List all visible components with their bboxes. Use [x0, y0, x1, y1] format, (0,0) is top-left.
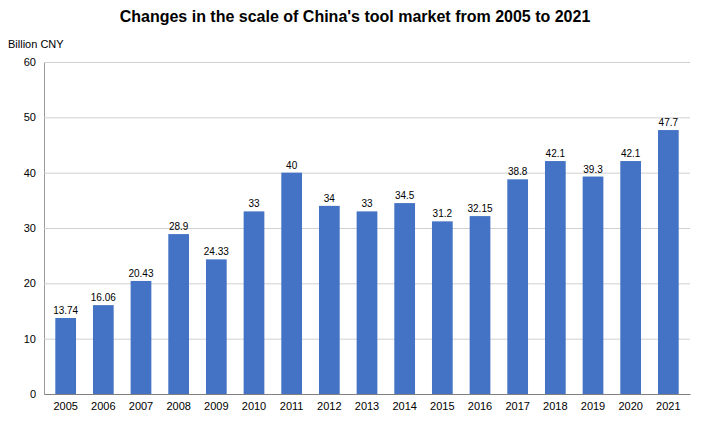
x-tick-label: 2008	[166, 400, 190, 412]
x-tick: 2006	[91, 400, 115, 412]
y-tick: 50	[24, 111, 690, 123]
bar	[583, 177, 604, 394]
x-tick: 2018	[543, 400, 567, 412]
chart-container: Changes in the scale of China's tool mar…	[0, 0, 710, 426]
bar	[206, 259, 227, 394]
x-tick: 2020	[618, 400, 642, 412]
x-tick-label: 2012	[317, 400, 341, 412]
x-tick: 2005	[53, 400, 77, 412]
grid-line	[44, 62, 690, 63]
chart-title: Changes in the scale of China's tool mar…	[120, 8, 591, 25]
x-tick: 2017	[505, 400, 529, 412]
x-axis-line	[45, 394, 691, 395]
data-label: 47.7	[659, 117, 679, 128]
x-tick-label: 2014	[392, 400, 416, 412]
x-tick-label: 2016	[468, 400, 492, 412]
x-tick-label: 2017	[505, 400, 529, 412]
data-labels: 13.74 16.06 20.43 28.9 24.33 33 40 34 33 34.5 31.2…	[53, 117, 678, 316]
bar	[357, 211, 378, 394]
plot-area: 0 10 20 30 40 50 60 2005 2006 2007 2008 2009 2010 201…	[24, 56, 691, 412]
x-tick: 2009	[204, 400, 228, 412]
data-label: 31.2	[433, 208, 453, 219]
y-tick-label: 40	[24, 167, 36, 179]
x-tick: 2010	[242, 400, 266, 412]
bar	[281, 173, 302, 394]
chart-svg: Changes in the scale of China's tool mar…	[0, 0, 710, 426]
x-tick-label: 2021	[656, 400, 680, 412]
data-label: 13.74	[53, 305, 78, 316]
data-label: 33	[361, 198, 373, 209]
y-tick-label: 60	[24, 56, 36, 68]
x-tick-label: 2011	[280, 400, 304, 412]
data-label: 42.1	[546, 148, 566, 159]
y-tick-label: 20	[24, 277, 36, 289]
x-tick-label: 2018	[543, 400, 567, 412]
x-tick: 2007	[129, 400, 153, 412]
y-tick-label: 0	[30, 388, 36, 400]
x-tick-label: 2015	[430, 400, 454, 412]
x-tick: 2011	[280, 400, 304, 412]
bar	[432, 221, 453, 394]
x-tick: 2013	[355, 400, 379, 412]
grid-line	[44, 394, 690, 395]
bar	[319, 206, 340, 394]
y-tick: 60	[24, 56, 690, 68]
y-tick-label: 10	[24, 333, 36, 345]
y-axis: 0 10 20 30 40 50 60	[24, 56, 690, 400]
bar	[394, 203, 415, 394]
x-tick-label: 2020	[618, 400, 642, 412]
x-tick: 2016	[468, 400, 492, 412]
bar	[55, 318, 76, 394]
x-tick: 2019	[581, 400, 605, 412]
x-tick: 2012	[317, 400, 341, 412]
x-tick: 2015	[430, 400, 454, 412]
data-label: 32.15	[467, 203, 492, 214]
x-tick-label: 2019	[581, 400, 605, 412]
x-tick-label: 2007	[129, 400, 153, 412]
data-label: 42.1	[621, 148, 641, 159]
x-tick: 2008	[166, 400, 190, 412]
y-tick-label: 50	[24, 111, 36, 123]
x-tick-label: 2010	[242, 400, 266, 412]
bar	[620, 161, 641, 394]
y-axis-label: Billion CNY	[8, 38, 64, 50]
y-axis-line	[45, 63, 691, 395]
x-axis: 2005 2006 2007 2008 2009 2010 2011 2012 2013 2014…	[45, 395, 691, 412]
bar	[658, 130, 679, 394]
data-label: 34.5	[395, 190, 415, 201]
bar	[545, 161, 566, 394]
data-label: 16.06	[91, 292, 116, 303]
data-label: 33	[248, 198, 260, 209]
x-tick-label: 2013	[355, 400, 379, 412]
x-tick-label: 2005	[53, 400, 77, 412]
bar	[168, 234, 189, 394]
x-tick: 2021	[656, 400, 680, 412]
bar	[93, 305, 114, 394]
bar	[244, 211, 265, 394]
bar	[131, 281, 152, 394]
data-label: 24.33	[204, 246, 229, 257]
bar	[507, 179, 528, 394]
grid-line	[44, 117, 690, 118]
y-tick-label: 30	[24, 222, 36, 234]
data-label: 34	[324, 193, 336, 204]
bars	[55, 130, 678, 394]
x-tick-label: 2009	[204, 400, 228, 412]
x-tick: 2014	[392, 400, 416, 412]
data-label: 28.9	[169, 221, 189, 232]
data-label: 20.43	[128, 268, 153, 279]
data-label: 39.3	[583, 164, 603, 175]
data-label: 40	[286, 160, 298, 171]
data-label: 38.8	[508, 166, 528, 177]
bar	[470, 216, 491, 394]
x-tick-label: 2006	[91, 400, 115, 412]
